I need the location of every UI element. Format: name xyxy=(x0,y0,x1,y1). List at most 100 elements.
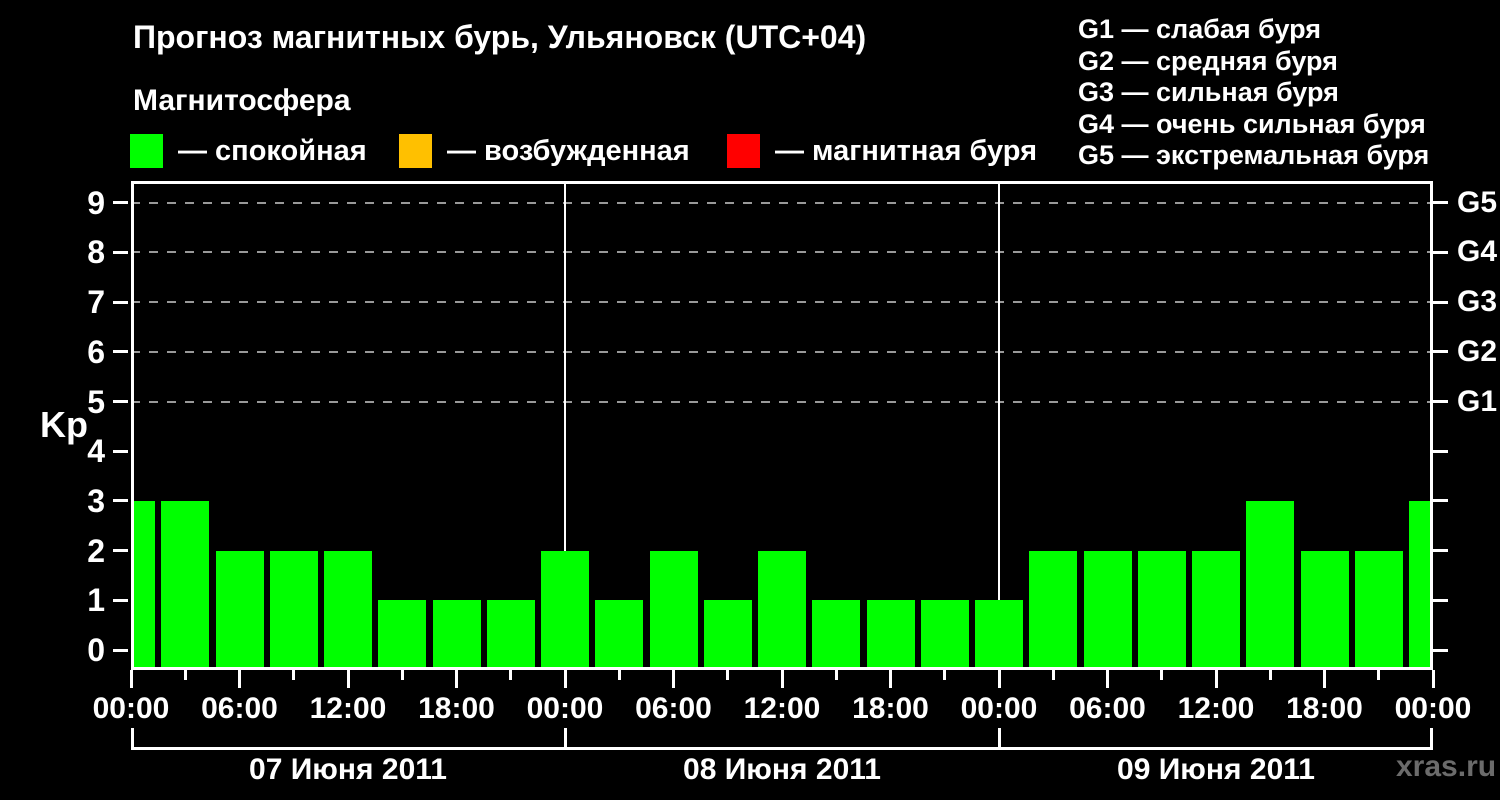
axis-layer: 0 1 2 3 4 5 6 7 8 9 G1 G2 G3 G4 G5 00:00 06:00 12:00 18:00… xyxy=(87,181,1497,786)
y-tick-label: 7 xyxy=(87,284,105,321)
kp-bar xyxy=(215,550,264,670)
x-tick-minor xyxy=(509,670,513,680)
date-label: 09 Июня 2011 xyxy=(1117,753,1315,786)
date-axis-tick xyxy=(131,728,134,750)
g-level-label-g5: G5 xyxy=(1457,185,1498,219)
grid-layer xyxy=(131,181,1433,670)
y-tick-left xyxy=(113,400,128,403)
x-tick-label: 00:00 xyxy=(960,692,1038,725)
x-tick-label: 00:00 xyxy=(1394,692,1472,725)
y-tick-label: 6 xyxy=(87,333,105,370)
g-level-label-g2: G2 xyxy=(1457,334,1498,368)
day-divider xyxy=(564,181,566,670)
y-tick-label: 2 xyxy=(87,532,105,569)
kp-bar xyxy=(432,600,481,670)
x-tick-label: 06:00 xyxy=(1069,692,1146,725)
y-tick-label: 5 xyxy=(87,383,105,420)
state-legend: — спокойная — возбужденная — магнитная бур… xyxy=(0,129,1070,175)
date-axis-tick xyxy=(997,728,1001,750)
kp-bar xyxy=(703,600,752,670)
legend-label: — спокойная xyxy=(178,135,367,167)
x-tick-minor xyxy=(292,670,296,680)
kp-bar xyxy=(649,550,698,670)
storm-scale-legend: G1 — слабая буря G2 — средняя буря G3 — си… xyxy=(1078,14,1429,172)
y-tick-right xyxy=(1433,400,1448,403)
legend-swatch-storm xyxy=(727,134,760,168)
storm-scale-line: G3 — сильная буря xyxy=(1078,77,1339,107)
kp-bar xyxy=(920,600,969,670)
kp-bar xyxy=(1029,550,1078,670)
x-tick-major xyxy=(455,670,458,688)
y-tick-left xyxy=(113,300,128,304)
legend-label: — магнитная буря xyxy=(775,135,1038,167)
kp-bar xyxy=(758,550,806,670)
x-tick-major xyxy=(1323,670,1326,688)
plot-area: 0 1 2 3 4 5 6 7 8 9 G1 G2 G3 G4 G5 00:00 06:00 12:00 18:00… xyxy=(87,181,1497,786)
y-tick-left xyxy=(113,250,128,254)
x-tick-major xyxy=(780,670,784,688)
y-tick-label: 9 xyxy=(87,184,105,221)
x-tick-minor xyxy=(1160,670,1164,680)
kp-bar xyxy=(486,600,535,670)
y-tick-right xyxy=(1433,300,1448,304)
date-axis-line xyxy=(131,747,1433,750)
x-tick-major xyxy=(129,670,133,688)
y-tick-label: 3 xyxy=(87,482,105,519)
y-tick-left xyxy=(113,350,128,354)
x-tick-major xyxy=(563,670,567,688)
y-tick-right xyxy=(1433,250,1448,254)
kp-bar xyxy=(161,500,210,670)
y-tick-right xyxy=(1433,648,1448,652)
y-tick-label: 4 xyxy=(87,433,105,470)
legend-label: — возбужденная xyxy=(447,135,690,167)
day-divider xyxy=(998,181,1000,670)
x-tick-label: 12:00 xyxy=(743,692,821,725)
kp-bar xyxy=(595,600,644,670)
kp-bar xyxy=(975,600,1023,670)
y-axis-title: Kp xyxy=(40,404,88,445)
y-tick-right xyxy=(1433,598,1448,602)
x-tick-major xyxy=(1214,670,1218,688)
x-tick-label: 18:00 xyxy=(418,692,495,725)
x-tick-minor xyxy=(834,670,838,680)
x-tick-minor xyxy=(1051,670,1055,680)
kp-bar xyxy=(1083,550,1132,670)
kp-bar xyxy=(324,550,372,670)
y-tick-left xyxy=(113,201,128,205)
x-tick-label: 00:00 xyxy=(92,692,170,725)
kp-bar xyxy=(1354,550,1403,670)
storm-scale-line: G5 — экстремальная буря xyxy=(1078,140,1430,170)
kp-bar xyxy=(1246,500,1295,670)
x-tick-major xyxy=(238,670,241,688)
x-tick-major xyxy=(346,670,350,688)
kp-bar xyxy=(1300,550,1349,670)
kp-bar xyxy=(812,600,861,670)
date-label: 07 Июня 2011 xyxy=(249,753,447,786)
x-tick-minor xyxy=(943,670,947,680)
magnetosphere-label: Магнитосфера xyxy=(133,84,351,117)
y-tick-right xyxy=(1433,499,1448,503)
date-axis-tick xyxy=(563,728,567,750)
x-tick-major xyxy=(997,670,1001,688)
kp-bar xyxy=(541,550,589,670)
g-level-label-g4: G4 xyxy=(1457,235,1498,269)
y-tick-right xyxy=(1433,549,1448,553)
y-tick-label: 8 xyxy=(87,234,105,271)
x-tick-label: 18:00 xyxy=(852,692,929,725)
x-tick-label: 06:00 xyxy=(201,692,278,725)
y-tick-left xyxy=(113,499,128,503)
x-tick-major xyxy=(672,670,675,688)
storm-scale-line: G4 — очень сильная буря xyxy=(1078,108,1426,139)
x-tick-label: 12:00 xyxy=(1177,692,1255,725)
kp-bar xyxy=(866,600,915,670)
g-level-label-g3: G3 xyxy=(1457,285,1498,319)
x-tick-label: 06:00 xyxy=(635,692,712,725)
gridline-kp5 xyxy=(131,400,1433,403)
x-tick-minor xyxy=(726,670,730,680)
x-tick-minor xyxy=(183,670,187,680)
x-tick-major xyxy=(1106,670,1109,688)
x-tick-major xyxy=(1431,670,1435,688)
x-tick-major xyxy=(889,670,892,688)
kp-bar xyxy=(1192,550,1240,670)
